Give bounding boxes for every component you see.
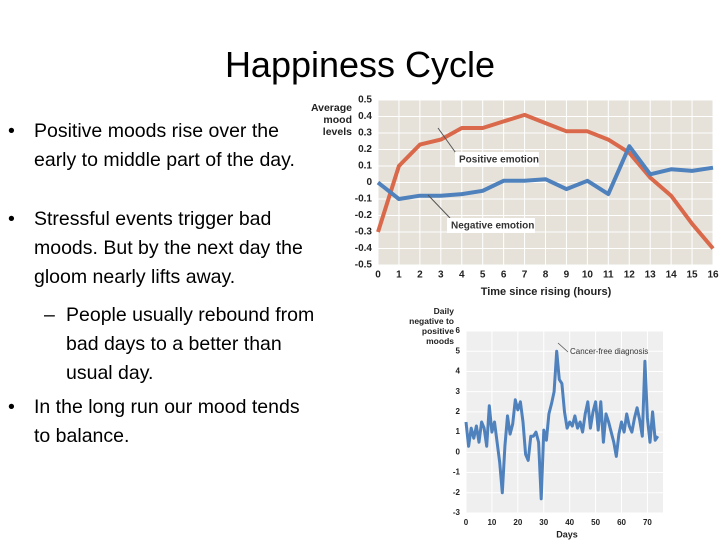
y-tick-label: 3 <box>456 387 461 396</box>
x-axis-title: Time since rising (hours) <box>481 286 612 298</box>
y-tick-label: 0.2 <box>358 144 372 155</box>
line-series <box>464 349 660 501</box>
x-tick-label: 7 <box>522 270 528 281</box>
bullet-marker: • <box>8 208 15 230</box>
y-tick-label: 5 <box>456 346 461 355</box>
x-tick-label: 5 <box>480 270 486 281</box>
x-tick-label: 10 <box>487 518 496 527</box>
y-tick-label: -0.5 <box>355 260 373 271</box>
x-tick-label: 3 <box>438 270 444 281</box>
x-tick-label: 40 <box>565 518 574 527</box>
x-tick-label: 0 <box>464 518 469 527</box>
bullet-marker: • <box>8 120 15 142</box>
annotation-arrow <box>437 127 459 157</box>
annotation: Cancer-free diagnosis <box>570 347 648 356</box>
x-tick-label: 15 <box>687 270 699 281</box>
annotation: Positive emotion <box>459 155 539 166</box>
sub-bullet: People usually rebound from bad days to … <box>66 304 315 384</box>
x-tick-label: 4 <box>459 270 465 281</box>
x-tick-label: 20 <box>513 518 522 527</box>
x-tick-label: 0 <box>375 270 381 281</box>
x-tick-label: 30 <box>539 518 548 527</box>
bullet: Stressful events trigger bad moods. But … <box>34 208 303 288</box>
y-tick-label: 0.3 <box>358 128 372 139</box>
y-tick-label: 0.5 <box>358 95 372 106</box>
x-tick-label: 60 <box>617 518 626 527</box>
y-tick-label: -1 <box>453 468 461 477</box>
y-tick-label: -0.4 <box>355 243 373 254</box>
line-series <box>376 144 714 201</box>
y-tick-label: 0.1 <box>358 161 372 172</box>
y-tick-label: 2 <box>456 407 461 416</box>
y-tick-label: 0 <box>456 447 461 456</box>
x-tick-label: 9 <box>564 270 570 281</box>
annotation-arrow <box>427 194 451 219</box>
y-tick-label: -0.1 <box>355 194 373 205</box>
x-tick-label: 70 <box>643 518 652 527</box>
bullet-marker: – <box>44 304 55 326</box>
y-tick-label: 0.4 <box>358 111 372 122</box>
annotation-line <box>557 342 569 353</box>
x-axis-title: Days <box>556 529 578 539</box>
x-tick-label: 50 <box>591 518 600 527</box>
plot-area <box>466 331 663 513</box>
x-tick-label: 11 <box>603 270 614 281</box>
x-tick-label: 13 <box>645 270 657 281</box>
annotation-box <box>447 218 535 233</box>
x-tick-label: 10 <box>582 270 594 281</box>
y-axis-title: Daily negative to positive moods <box>409 306 454 346</box>
y-tick-label: 0 <box>366 177 372 188</box>
bullet: In the long run our mood tends to balanc… <box>34 396 300 447</box>
y-tick-label: -3 <box>453 508 461 517</box>
y-tick-label: -2 <box>453 488 461 497</box>
bullet-marker: • <box>8 396 15 418</box>
y-tick-label: 6 <box>456 326 461 335</box>
x-tick-label: 1 <box>396 270 402 281</box>
x-tick-label: 6 <box>501 270 507 281</box>
slide-title: Happiness Cycle <box>224 44 496 85</box>
y-tick-label: 4 <box>456 367 461 376</box>
bullet: Positive moods rise over the early to mi… <box>34 120 295 171</box>
x-tick-label: 16 <box>707 270 719 281</box>
x-tick-label: 14 <box>666 270 678 281</box>
x-tick-label: 8 <box>543 270 549 281</box>
annotation-box <box>455 152 539 167</box>
y-axis-title: Average mood levels <box>310 102 352 138</box>
y-tick-label: -0.3 <box>355 227 373 238</box>
x-tick-label: 12 <box>624 270 636 281</box>
y-tick-label: 1 <box>456 427 461 436</box>
line-series <box>376 112 715 250</box>
annotation: Negative emotion <box>451 221 534 232</box>
x-tick-label: 2 <box>417 270 423 281</box>
y-tick-label: -0.2 <box>355 210 373 221</box>
